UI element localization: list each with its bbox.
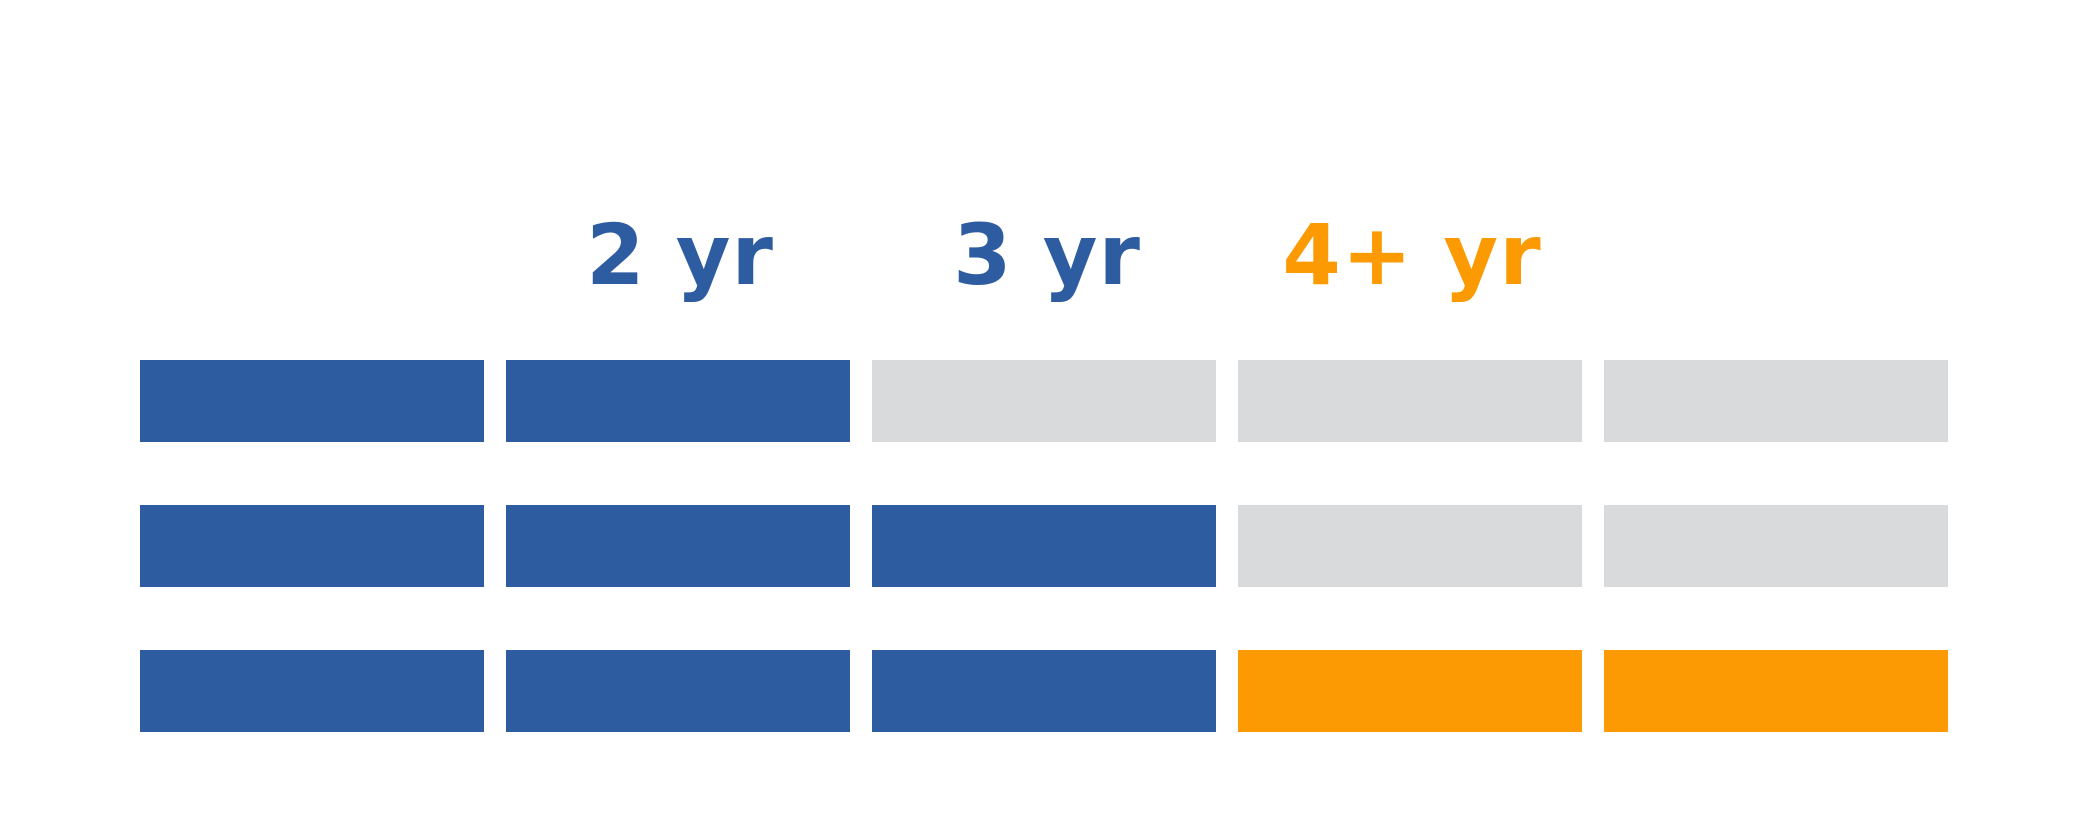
row-3-year-block-3 bbox=[872, 505, 1216, 587]
label-4-plus-yr: 4+ yr bbox=[1282, 206, 1542, 304]
row-2-year-block-5 bbox=[1604, 360, 1948, 442]
row-2-year-block-1 bbox=[140, 360, 484, 442]
row-3-year-block-5 bbox=[1604, 505, 1948, 587]
row-2-year bbox=[0, 360, 2085, 442]
row-4-plus-year-block-4 bbox=[1238, 650, 1582, 732]
row-3-year-block-1 bbox=[140, 505, 484, 587]
row-3-year-block-2 bbox=[506, 505, 850, 587]
label-3-yr: 3 yr bbox=[953, 206, 1141, 304]
row-2-year-block-2 bbox=[506, 360, 850, 442]
row-4-plus-year-block-3 bbox=[872, 650, 1216, 732]
row-2-year-block-3 bbox=[872, 360, 1216, 442]
row-4-plus-year-block-5 bbox=[1604, 650, 1948, 732]
row-4-plus-year bbox=[0, 650, 2085, 732]
row-2-year-block-4 bbox=[1238, 360, 1582, 442]
row-4-plus-year-block-2 bbox=[506, 650, 850, 732]
row-3-year bbox=[0, 505, 2085, 587]
row-4-plus-year-block-1 bbox=[140, 650, 484, 732]
row-3-year-block-4 bbox=[1238, 505, 1582, 587]
label-2-yr: 2 yr bbox=[586, 206, 774, 304]
